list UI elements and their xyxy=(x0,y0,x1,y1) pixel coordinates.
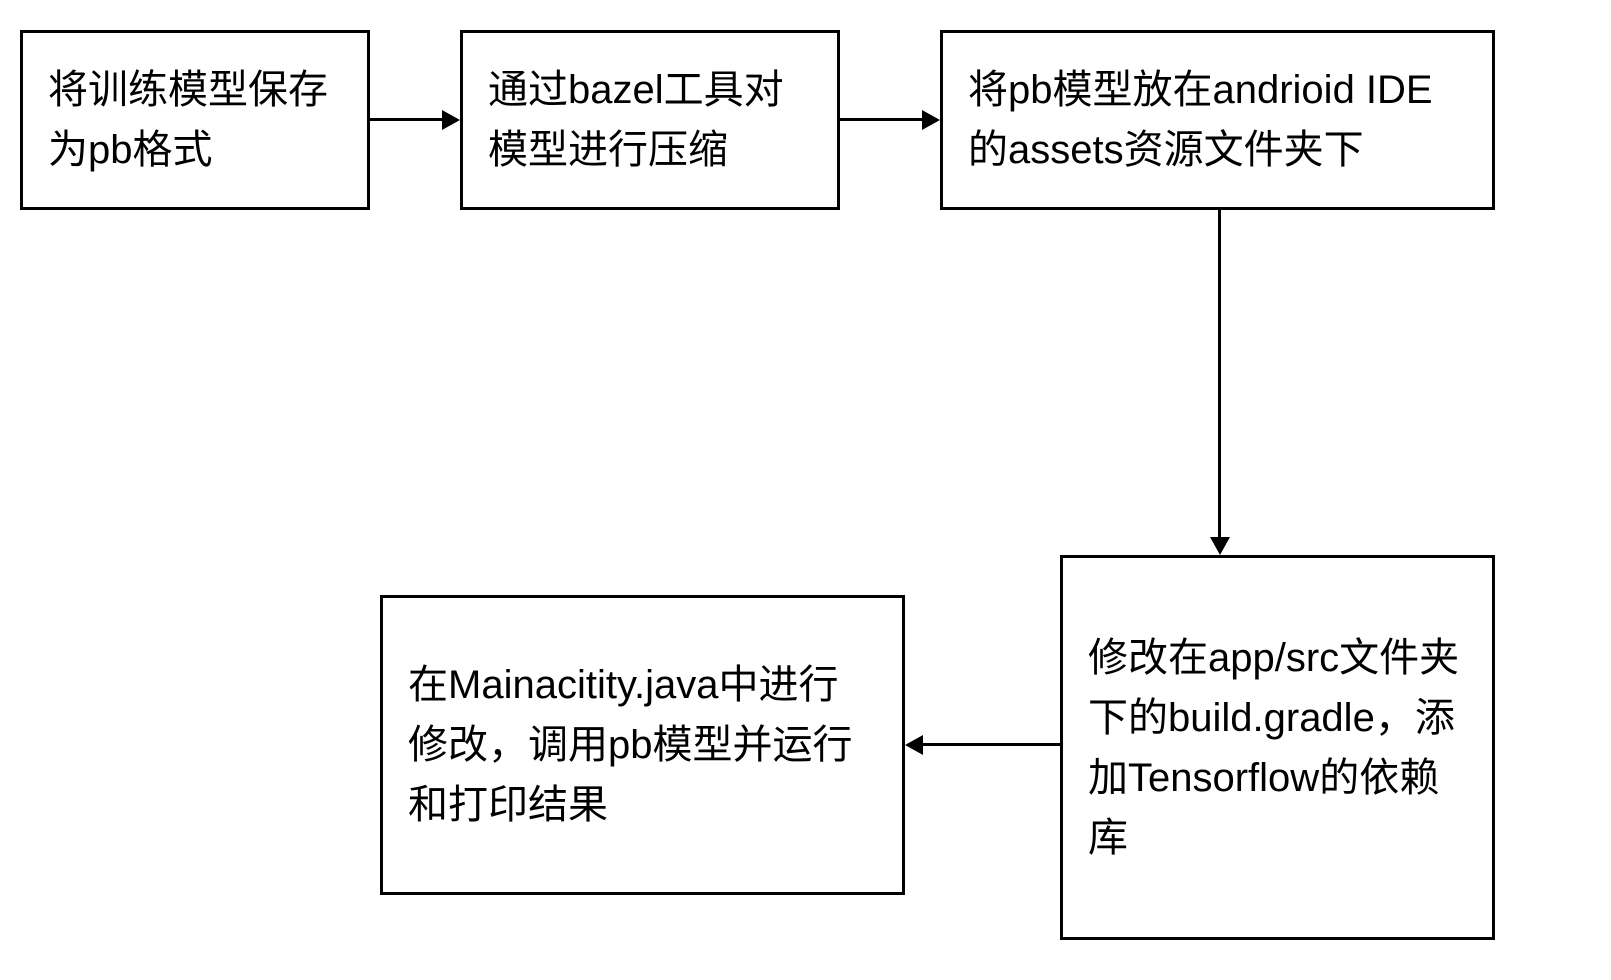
flowchart-container: 将训练模型保存为pb格式 通过bazel工具对模型进行压缩 将pb模型放在and… xyxy=(0,0,1611,980)
node-compress-model: 通过bazel工具对模型进行压缩 xyxy=(460,30,840,210)
node-text: 将训练模型保存为pb格式 xyxy=(48,60,342,180)
node-text: 在Mainacitity.java中进行修改，调用pb模型并运行和打印结果 xyxy=(408,655,877,835)
arrowhead-icon xyxy=(1210,537,1230,555)
node-text: 通过bazel工具对模型进行压缩 xyxy=(488,60,812,180)
node-modify-gradle: 修改在app/src文件夹下的build.gradle，添加Tensorflow… xyxy=(1060,555,1495,940)
node-modify-mainactivity: 在Mainacitity.java中进行修改，调用pb模型并运行和打印结果 xyxy=(380,595,905,895)
arrow-line xyxy=(923,743,1060,746)
arrowhead-icon xyxy=(905,735,923,755)
node-text: 将pb模型放在andrioid IDE的assets资源文件夹下 xyxy=(968,60,1467,180)
arrow-line xyxy=(840,118,922,121)
arrowhead-icon xyxy=(922,110,940,130)
node-place-assets: 将pb模型放在andrioid IDE的assets资源文件夹下 xyxy=(940,30,1495,210)
node-save-model: 将训练模型保存为pb格式 xyxy=(20,30,370,210)
arrowhead-icon xyxy=(442,110,460,130)
arrow-line xyxy=(1218,210,1221,537)
node-text: 修改在app/src文件夹下的build.gradle，添加Tensorflow… xyxy=(1088,628,1467,868)
arrow-line xyxy=(370,118,442,121)
